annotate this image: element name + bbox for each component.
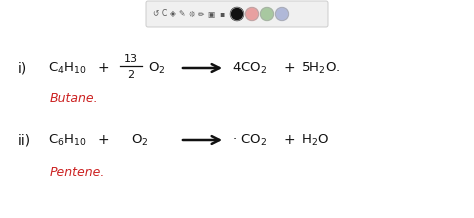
Text: ◈: ◈ bbox=[170, 10, 176, 19]
Text: +: + bbox=[97, 61, 109, 75]
Text: C$_6$H$_{10}$: C$_6$H$_{10}$ bbox=[48, 133, 87, 148]
Text: ii): ii) bbox=[18, 133, 31, 147]
FancyBboxPatch shape bbox=[146, 1, 328, 27]
Text: +: + bbox=[283, 133, 295, 147]
Text: C$_4$H$_{10}$: C$_4$H$_{10}$ bbox=[48, 60, 87, 76]
Text: i): i) bbox=[18, 61, 27, 75]
Circle shape bbox=[246, 7, 258, 20]
Text: +: + bbox=[97, 133, 109, 147]
Text: Pentene.: Pentene. bbox=[50, 165, 105, 179]
Text: 4CO$_2$: 4CO$_2$ bbox=[232, 60, 267, 76]
Text: 13: 13 bbox=[124, 54, 138, 64]
Text: · CO$_2$: · CO$_2$ bbox=[232, 133, 267, 148]
Text: Butane.: Butane. bbox=[50, 92, 99, 104]
Text: ❊: ❊ bbox=[189, 10, 195, 19]
Circle shape bbox=[230, 7, 244, 20]
Circle shape bbox=[275, 7, 289, 20]
Text: ↺: ↺ bbox=[152, 10, 158, 19]
Text: C: C bbox=[161, 10, 167, 19]
Text: O$_2$: O$_2$ bbox=[148, 60, 165, 76]
Text: 5H$_2$O.: 5H$_2$O. bbox=[301, 60, 340, 76]
Text: ✎: ✎ bbox=[179, 10, 185, 19]
Text: 2: 2 bbox=[128, 70, 135, 80]
Text: ▣: ▣ bbox=[207, 10, 215, 19]
Text: ▪: ▪ bbox=[219, 10, 225, 19]
Text: ✏: ✏ bbox=[198, 10, 204, 19]
Text: O$_2$: O$_2$ bbox=[131, 133, 148, 148]
Circle shape bbox=[261, 7, 273, 20]
Text: +: + bbox=[283, 61, 295, 75]
Text: H$_2$O: H$_2$O bbox=[301, 133, 329, 148]
